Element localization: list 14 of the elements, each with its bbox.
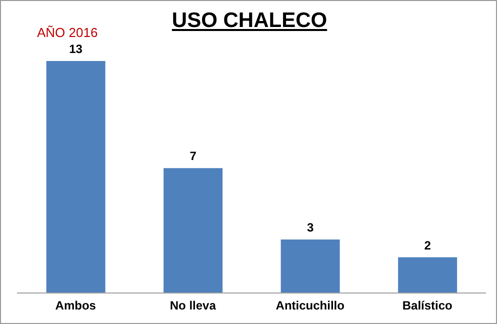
x-tick-label: Anticuchillo — [276, 298, 344, 313]
x-tick-label: Ambos — [55, 298, 96, 313]
bar — [164, 168, 223, 293]
data-label: 7 — [190, 149, 197, 164]
x-tick-label: Balístico — [402, 298, 452, 313]
data-label: 3 — [306, 220, 314, 234]
bar — [280, 239, 340, 293]
bar — [398, 257, 458, 293]
bar — [46, 61, 106, 293]
data-label: 2 — [424, 238, 432, 252]
data-label: 13 — [69, 42, 83, 56]
chart-title: USO CHALECO — [172, 9, 328, 32]
chart-subtitle: AÑO 2016 — [37, 25, 98, 40]
x-tick-label: No lleva — [170, 298, 216, 313]
